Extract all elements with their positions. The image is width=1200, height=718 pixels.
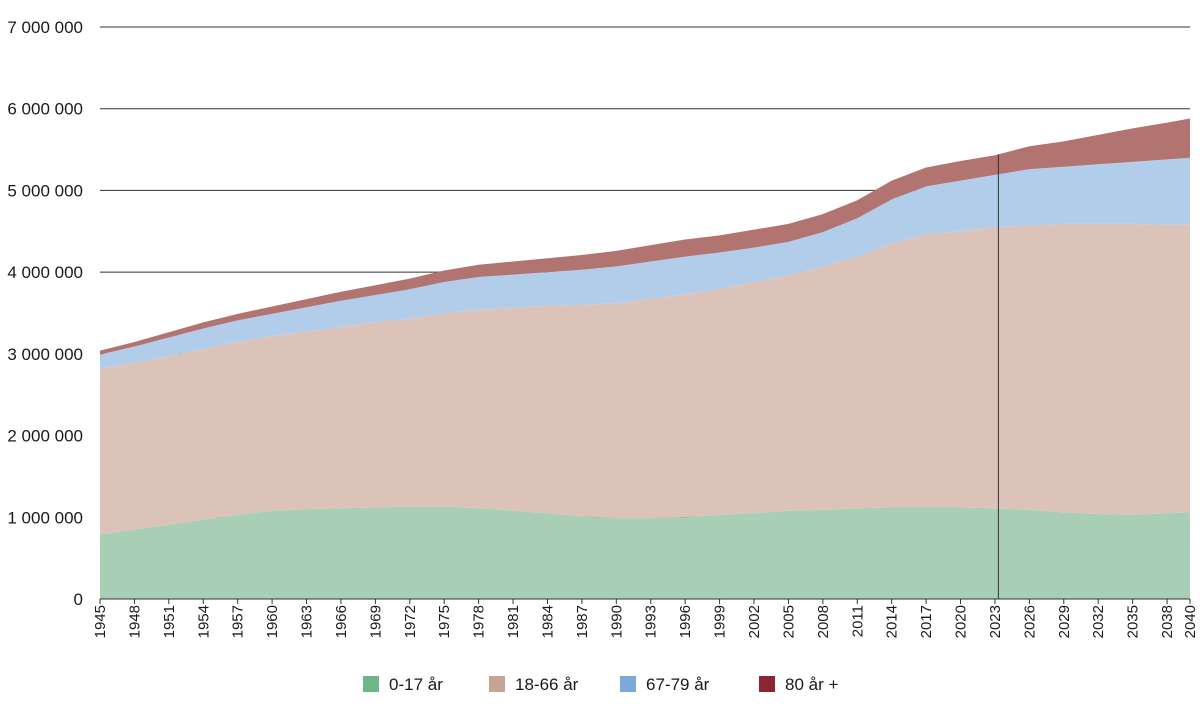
x-tick-label: 2035 bbox=[1125, 605, 1142, 638]
x-tick-label: 2017 bbox=[918, 605, 935, 638]
x-tick-label: 1990 bbox=[608, 605, 625, 638]
x-tick-label: 1996 bbox=[677, 605, 694, 638]
legend-label: 67-79 år bbox=[646, 675, 710, 694]
x-tick-label: 2026 bbox=[1021, 605, 1038, 638]
x-tick-label: 2002 bbox=[746, 605, 763, 638]
area-series-1 bbox=[100, 506, 1190, 599]
y-tick-label: 6 000 000 bbox=[7, 100, 83, 119]
area-series-2 bbox=[100, 223, 1190, 535]
y-tick-label: 0 bbox=[74, 590, 83, 609]
x-tick-label: 2020 bbox=[953, 605, 970, 638]
x-tick-label: 1975 bbox=[436, 605, 453, 638]
legend-swatch bbox=[759, 676, 775, 692]
y-tick-labels: 0 1 000 000 2 000 000 3 000 000 4 000 000 5 0… bbox=[7, 18, 83, 609]
x-tick-label: 2023 bbox=[987, 605, 1004, 638]
y-tick-label: 2 000 000 bbox=[7, 427, 83, 446]
legend-label: 80 år + bbox=[785, 675, 838, 694]
x-tick-label: 2038 bbox=[1159, 605, 1176, 638]
x-tick-label: 1972 bbox=[402, 605, 419, 638]
y-tick-label: 3 000 000 bbox=[7, 345, 83, 364]
x-tick-label: 1945 bbox=[92, 605, 109, 638]
x-tick-label: 1981 bbox=[505, 605, 522, 638]
legend-swatch bbox=[363, 676, 379, 692]
x-tick-labels: 1945 1948 1951 1954 1957 1960 1963 1966 1969 1972… bbox=[92, 599, 1199, 638]
area-series-4 bbox=[100, 118, 1190, 355]
y-tick-label: 1 000 000 bbox=[7, 508, 83, 527]
legend-swatch bbox=[489, 676, 505, 692]
x-tick-label: 1999 bbox=[712, 605, 729, 638]
y-tick-label: 5 000 000 bbox=[7, 181, 83, 200]
legend-label: 18-66 år bbox=[515, 675, 579, 694]
x-tick-label: 1951 bbox=[161, 605, 178, 638]
x-tick-label: 1993 bbox=[643, 605, 660, 638]
legend-swatch bbox=[620, 676, 636, 692]
x-tick-label: 2029 bbox=[1056, 605, 1073, 638]
x-tick-label: 1948 bbox=[126, 605, 143, 638]
x-tick-label: 2014 bbox=[884, 605, 901, 638]
y-tick-label: 4 000 000 bbox=[7, 263, 83, 282]
legend: 0-17 år 18-66 år 67-79 år 80 år + bbox=[363, 675, 838, 694]
legend-label: 0-17 år bbox=[389, 675, 443, 694]
x-tick-label: 2005 bbox=[780, 605, 797, 638]
x-tick-label: 2008 bbox=[815, 605, 832, 638]
x-tick-label: 1966 bbox=[333, 605, 350, 638]
x-tick-label: 1969 bbox=[367, 605, 384, 638]
x-tick-label: 2032 bbox=[1090, 605, 1107, 638]
stacked-areas bbox=[100, 118, 1190, 599]
x-tick-label: 2040 bbox=[1182, 605, 1199, 638]
x-tick-label: 1978 bbox=[471, 605, 488, 638]
x-tick-label: 1954 bbox=[195, 605, 212, 638]
x-tick-label: 1957 bbox=[230, 605, 247, 638]
x-tick-label: 1960 bbox=[264, 605, 281, 638]
area-series-3 bbox=[100, 157, 1190, 369]
x-tick-label: 1984 bbox=[539, 605, 556, 638]
y-tick-label: 7 000 000 bbox=[7, 18, 83, 37]
x-tick-label: 2011 bbox=[849, 605, 866, 637]
x-tick-label: 1987 bbox=[574, 605, 591, 638]
x-tick-label: 1963 bbox=[299, 605, 316, 638]
